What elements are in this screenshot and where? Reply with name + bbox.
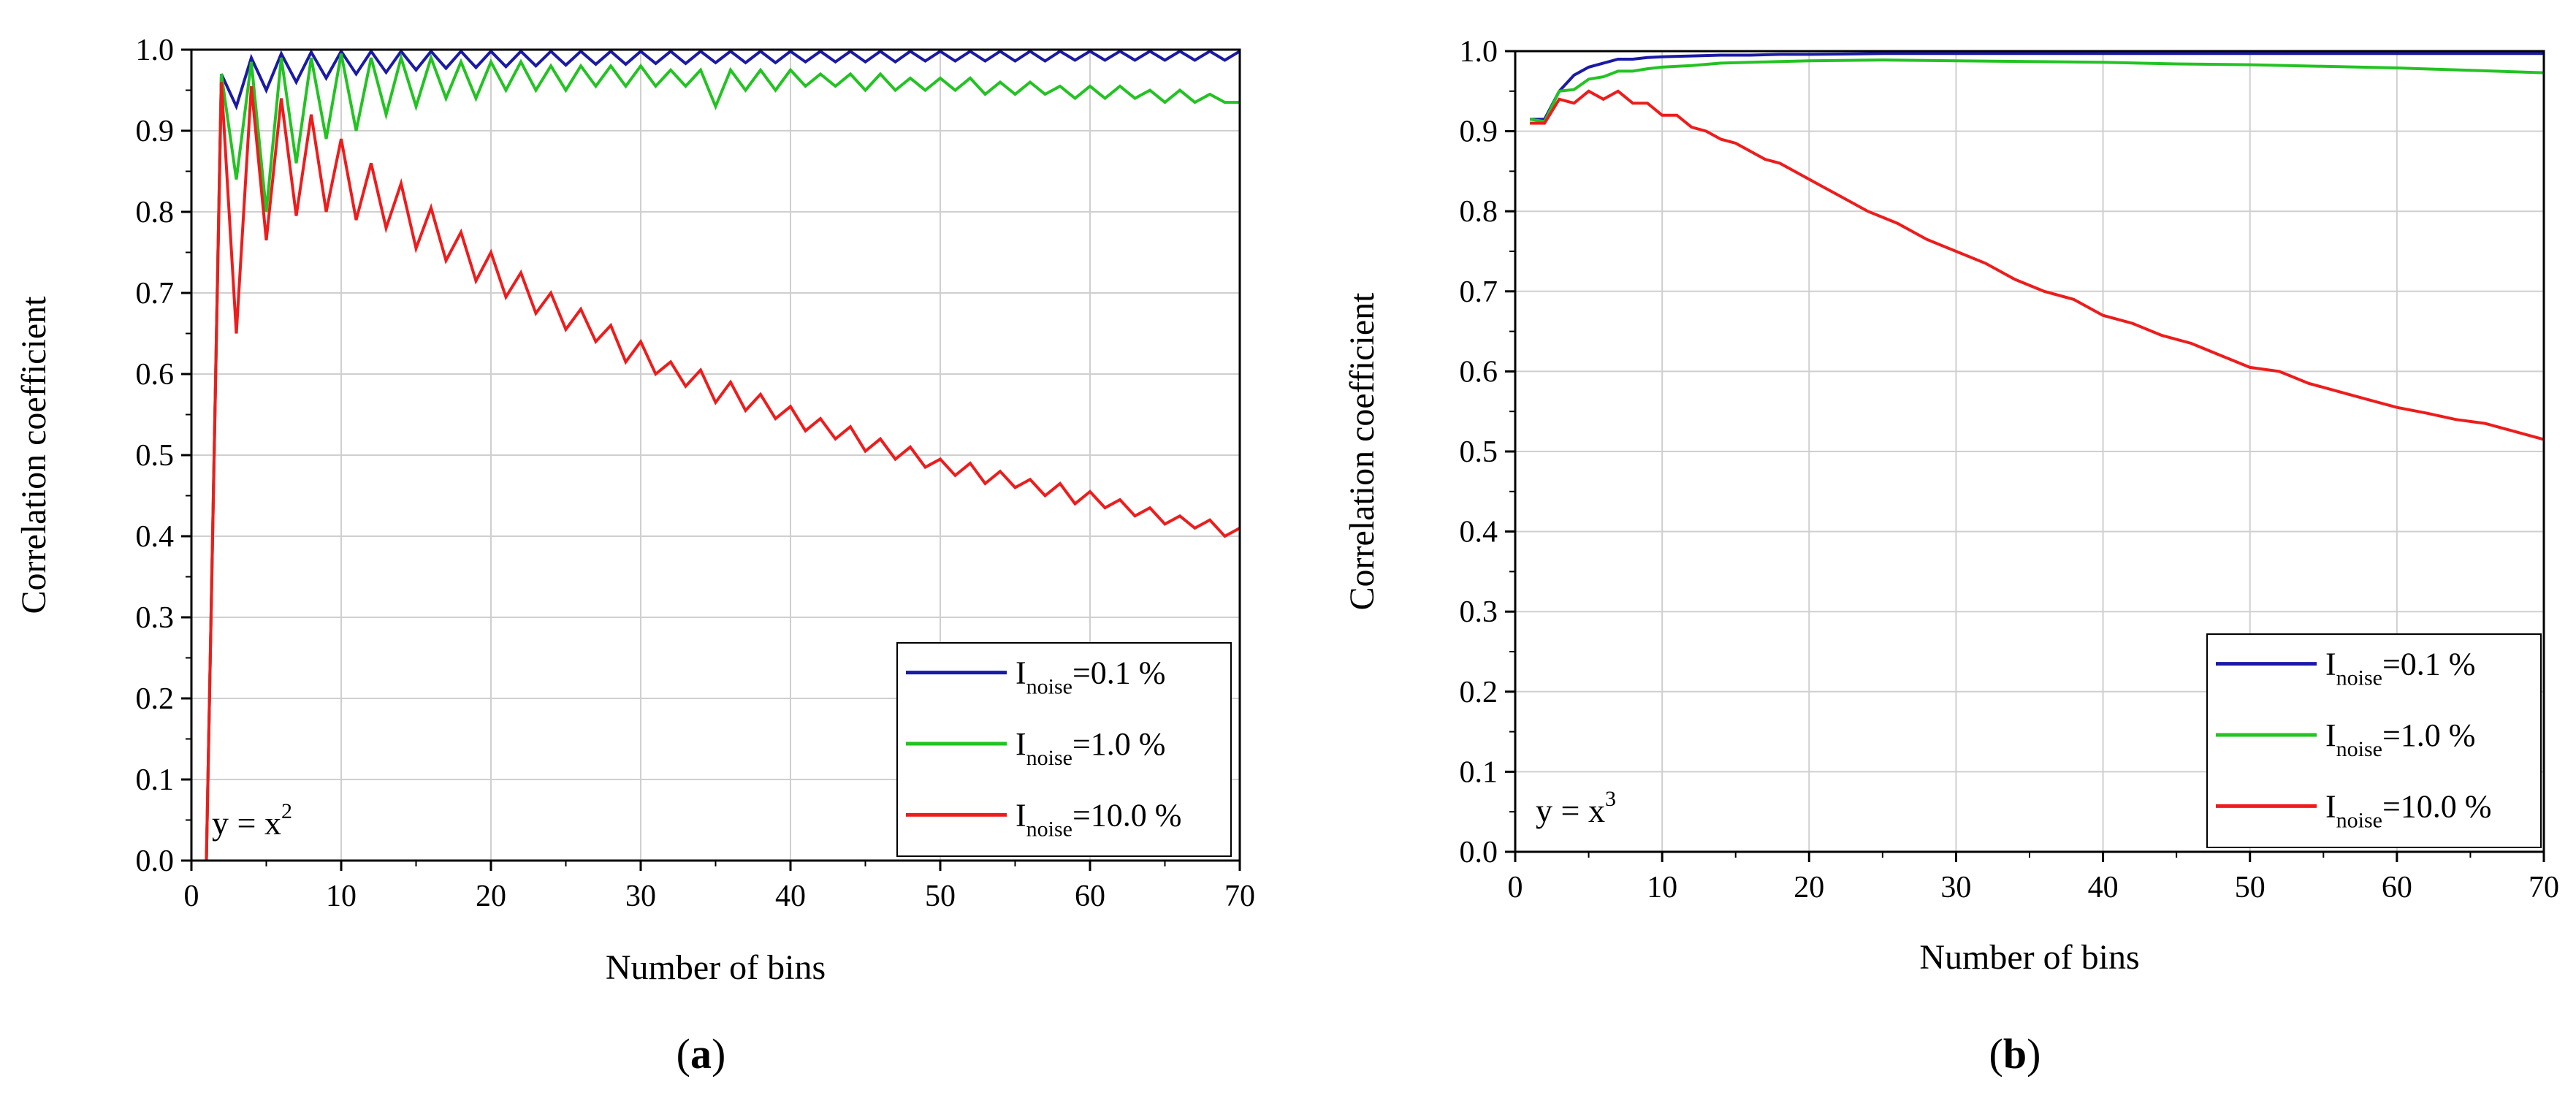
legend-symbol: I — [1015, 797, 1026, 833]
equation-base: y = x — [1536, 792, 1605, 829]
x-axis-title: Number of bins — [606, 948, 826, 987]
legend-entry-1: Inoise=0.1 % — [2325, 647, 2475, 690]
y-tick-label: 0.6 — [136, 358, 175, 392]
series-line-1 — [1530, 52, 2544, 121]
y-tick-label: 0.8 — [1460, 195, 1498, 229]
y-tick-label: 0.3 — [136, 601, 175, 635]
legend-subscript: noise — [1026, 746, 1072, 770]
series-line-3 — [205, 82, 1241, 861]
x-tick-label: 70 — [1224, 880, 1255, 913]
y-tick-label: 0.9 — [1460, 115, 1498, 149]
y-tick-label: 0.1 — [1460, 755, 1498, 789]
x-tick-label: 30 — [625, 880, 656, 913]
legend-entry-2: Inoise=1.0 % — [1015, 726, 1165, 770]
x-tick-label: 50 — [925, 880, 956, 913]
y-axis-title: Correlation coefficient — [15, 296, 53, 614]
legend-subscript: noise — [2336, 666, 2382, 690]
y-tick-label: 0.7 — [136, 277, 175, 310]
y-tick-label: 1.0 — [1460, 35, 1498, 69]
equation-exponent: 2 — [281, 799, 292, 823]
legend-subscript: noise — [2336, 808, 2382, 832]
panel-label-letter: b — [2003, 1030, 2027, 1078]
legend-value: =10.0 % — [1072, 797, 1181, 833]
chart-panel-b: 0 10 20 30 40 50 60 70 0.0 0.1 0.2 0.3 0.4 0.5 0.6 0.7 0… — [1343, 35, 2559, 1078]
legend-box — [896, 642, 1232, 857]
legend-subscript: noise — [2336, 737, 2382, 761]
y-axis-title: Correlation coefficient — [1343, 292, 1382, 611]
legend: Inoise=0.1 %Inoise=1.0 %Inoise=10.0 % — [896, 642, 1232, 857]
y-tick-label: 0.2 — [136, 682, 175, 716]
legend-value: =0.1 % — [2382, 647, 2475, 682]
legend-value: =1.0 % — [1072, 726, 1165, 762]
y-tick-label: 0.7 — [1460, 275, 1498, 309]
x-tick-label: 10 — [326, 880, 357, 913]
legend-subscript: noise — [1026, 675, 1072, 699]
panel-label-open: ( — [1989, 1030, 2003, 1078]
legend-value: =0.1 % — [1072, 655, 1165, 691]
legend-subscript: noise — [1026, 817, 1072, 841]
legend-symbol: I — [2325, 788, 2336, 824]
panel-label-close: ) — [712, 1030, 725, 1078]
y-tick-label: 0.8 — [136, 196, 175, 229]
equation-exponent: 3 — [1605, 787, 1616, 811]
x-tick-label: 0 — [1508, 871, 1523, 904]
legend-symbol: I — [1015, 655, 1026, 691]
panel-label: (b) — [1989, 1030, 2041, 1078]
y-tick-label: 0.2 — [1460, 676, 1498, 709]
legend-entry-1: Inoise=0.1 % — [1015, 655, 1165, 699]
series-line-3 — [1530, 89, 2545, 441]
y-tick-label: 0.5 — [136, 439, 175, 473]
x-tick-label: 20 — [1794, 871, 1824, 904]
x-tick-label: 40 — [775, 880, 806, 913]
x-tick-label: 10 — [1647, 871, 1677, 904]
legend-entry-2: Inoise=1.0 % — [2325, 717, 2475, 761]
y-tick-label: 0.9 — [136, 115, 175, 148]
x-tick-label: 0 — [184, 880, 199, 913]
legend: Inoise=0.1 %Inoise=1.0 %Inoise=10.0 % — [2206, 633, 2542, 848]
y-tick-label: 0.0 — [136, 845, 175, 878]
legend-entry-3: Inoise=10.0 % — [1015, 797, 1181, 841]
y-tick-label: 0.0 — [1460, 836, 1498, 869]
y-tick-label: 0.4 — [136, 520, 175, 554]
series-line-2 — [205, 52, 1240, 861]
x-tick-label: 30 — [1940, 871, 1971, 904]
chart-panel-a: 0 10 20 30 40 50 60 70 0.0 0.1 0.2 0.3 0.4 0.5 0.6 0.7 0… — [15, 34, 1255, 1078]
y-tick-label: 0.4 — [1460, 516, 1498, 549]
legend-value: =1.0 % — [2382, 717, 2475, 753]
y-tick-label: 1.0 — [136, 34, 175, 67]
equation-base: y = x — [212, 804, 281, 842]
legend-entry-3: Inoise=10.0 % — [2325, 788, 2491, 832]
x-tick-label: 20 — [476, 880, 506, 913]
x-tick-label: 60 — [1075, 880, 1105, 913]
y-tick-label: 0.1 — [136, 763, 175, 797]
x-tick-label: 50 — [2235, 871, 2266, 904]
panel-label-letter: a — [690, 1030, 712, 1078]
equation-annotation: y = x3 — [1536, 787, 1616, 829]
equation-annotation: y = x2 — [212, 799, 292, 842]
y-tick-label: 0.3 — [1460, 595, 1498, 629]
panel-label-close: ) — [2027, 1030, 2040, 1078]
legend-box — [2206, 633, 2542, 848]
series-line-1 — [205, 48, 1241, 861]
panel-label: (a) — [677, 1030, 726, 1078]
series-line-2 — [1529, 58, 2545, 123]
legend-symbol: I — [2325, 647, 2336, 682]
x-axis-title: Number of bins — [1919, 938, 2139, 977]
legend-value: =10.0 % — [2382, 788, 2491, 824]
x-tick-label: 60 — [2382, 871, 2412, 904]
legend-symbol: I — [1015, 726, 1026, 762]
panel-label-open: ( — [677, 1030, 690, 1078]
y-tick-label: 0.5 — [1460, 435, 1498, 469]
y-tick-label: 0.6 — [1460, 355, 1498, 389]
x-tick-label: 70 — [2529, 871, 2559, 904]
x-tick-label: 40 — [2088, 871, 2119, 904]
legend-symbol: I — [2325, 717, 2336, 753]
